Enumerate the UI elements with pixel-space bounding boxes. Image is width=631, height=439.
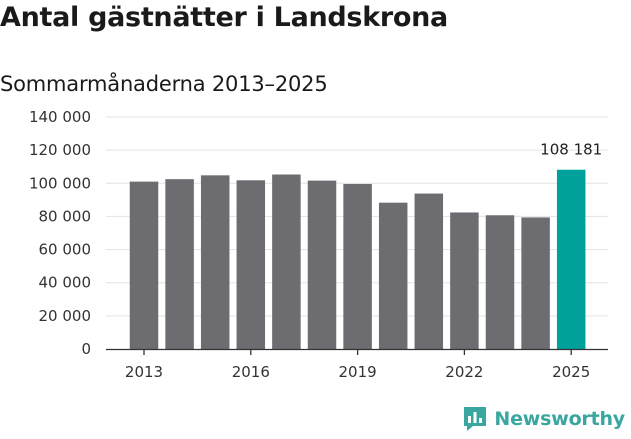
bar-2014 <box>165 179 194 349</box>
logo-text: Newsworthy <box>494 408 625 430</box>
x-axis-labels: 2013 2016 2019 2022 2025 <box>125 363 590 381</box>
bar-2018 <box>307 180 337 349</box>
bar-2020 <box>378 202 408 349</box>
bars <box>129 169 586 349</box>
bar-2024 <box>521 217 550 349</box>
data-labels: 108 181 <box>540 141 602 159</box>
bar-2025 <box>556 169 586 349</box>
y-tick-label: 60 000 <box>39 241 92 259</box>
x-tick-label: 2025 <box>552 363 590 381</box>
bar-2015 <box>200 175 230 349</box>
chart-title: Antal gästnätter i Landskrona <box>0 2 448 33</box>
x-tick-label: 2013 <box>125 363 163 381</box>
x-tick-label: 2019 <box>339 363 377 381</box>
y-tick-label: 100 000 <box>29 174 91 192</box>
bar-2021 <box>414 193 444 349</box>
bar-chart-speech-bubble-icon <box>464 407 487 431</box>
bar-2023 <box>485 215 515 349</box>
bar-2019 <box>343 183 372 349</box>
chart-subtitle: Sommarmånaderna 2013–2025 <box>0 72 328 96</box>
x-tick-label: 2022 <box>445 363 483 381</box>
bar-2017 <box>272 174 301 349</box>
bar-2013 <box>129 181 159 349</box>
y-tick-label: 80 000 <box>39 207 92 225</box>
y-tick-label: 140 000 <box>29 108 91 126</box>
bar-chart: 0 20 000 40 000 60 000 80 000 100 000 120 000 1… <box>29 108 608 381</box>
y-tick-label: 120 000 <box>29 141 91 159</box>
bar-2016 <box>236 180 266 349</box>
x-axis <box>106 348 608 355</box>
x-tick-label: 2016 <box>232 363 270 381</box>
data-label: 108 181 <box>540 141 602 159</box>
y-tick-label: 20 000 <box>39 307 92 325</box>
y-tick-label: 0 <box>81 340 91 358</box>
y-tick-label: 40 000 <box>39 274 92 292</box>
y-axis-labels: 0 20 000 40 000 60 000 80 000 100 000 120 000 1… <box>29 108 91 358</box>
bar-2022 <box>450 212 479 349</box>
newsworthy-logo: Newsworthy <box>462 405 625 433</box>
